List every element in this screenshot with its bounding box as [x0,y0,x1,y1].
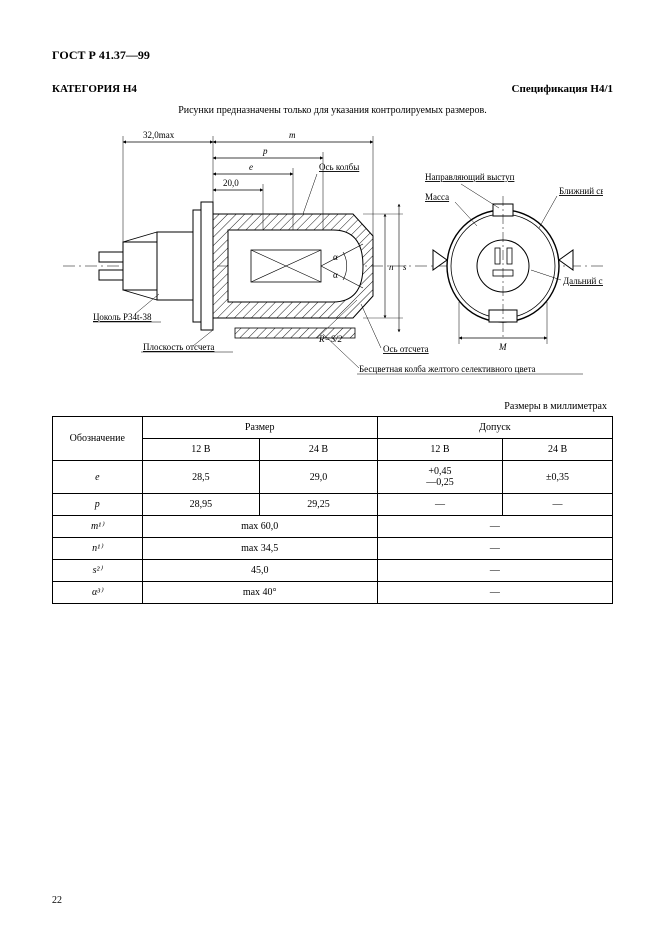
dim-n: n [389,262,394,272]
guide-label: Направляющий выступ [425,172,515,182]
ref-plane-label: Плоскость отсчета [143,342,214,352]
cap-label: Цоколь P34t-38 [93,312,152,322]
axis-bulb-label: Ось колбы [319,162,359,172]
table-row: p 28,95 29,25 — — [53,494,613,516]
table-row: e 28,5 29,0 +0,45 —0,25 ±0,35 [53,461,613,494]
dim-p: p [262,146,268,156]
dim-e: e [249,162,253,172]
mass-label: Масса [425,192,449,202]
category-label: КАТЕГОРИЯ Н4 [52,83,137,95]
dim-s: s [403,262,407,272]
near-light-label: Ближний свет [559,186,603,196]
table-row: m¹⁾ max 60,0 — [53,516,613,538]
table-row: α³⁾ max 40° — [53,582,613,604]
dim-20: 20,0 [223,178,239,188]
col-24v-size: 24 В [260,439,378,461]
standard-id: ГОСТ Р 41.37—99 [52,48,613,63]
dimensions-table: Обозначение Размер Допуск 12 В 24 В 12 В… [52,416,613,604]
col-size: Размер [142,417,377,439]
col-tolerance: Допуск [377,417,612,439]
far-light-label: Дальний свет [563,276,603,286]
dim-M: M [498,342,507,352]
table-row: s²⁾ 45,0 — [53,560,613,582]
table-row: n¹⁾ max 34,5 — [53,538,613,560]
r-s2-label: R=S/2 [318,334,343,344]
col-12v-tol: 12 В [377,439,502,461]
ref-axis-label: Ось отсчета [383,344,429,354]
glass-label: Бесцветная колба желтого селективного цв… [359,364,536,374]
col-12v-size: 12 В [142,439,260,461]
dim-32: 32,0max [143,130,175,140]
dim-m: m [289,130,296,140]
units-label: Размеры в миллиметрах [52,401,607,412]
spec-label: Спецификация Н4/1 [512,83,613,95]
alpha-label: α [333,252,338,262]
figure-caption: Рисунки предназначены только для указани… [52,105,613,116]
front-view [433,196,573,338]
col-24v-tol: 24 В [503,439,613,461]
col-designation: Обозначение [53,417,143,461]
alpha-label-2: α [333,270,338,280]
technical-diagram: α α 32,0max [63,124,603,389]
page-number: 22 [52,895,62,906]
